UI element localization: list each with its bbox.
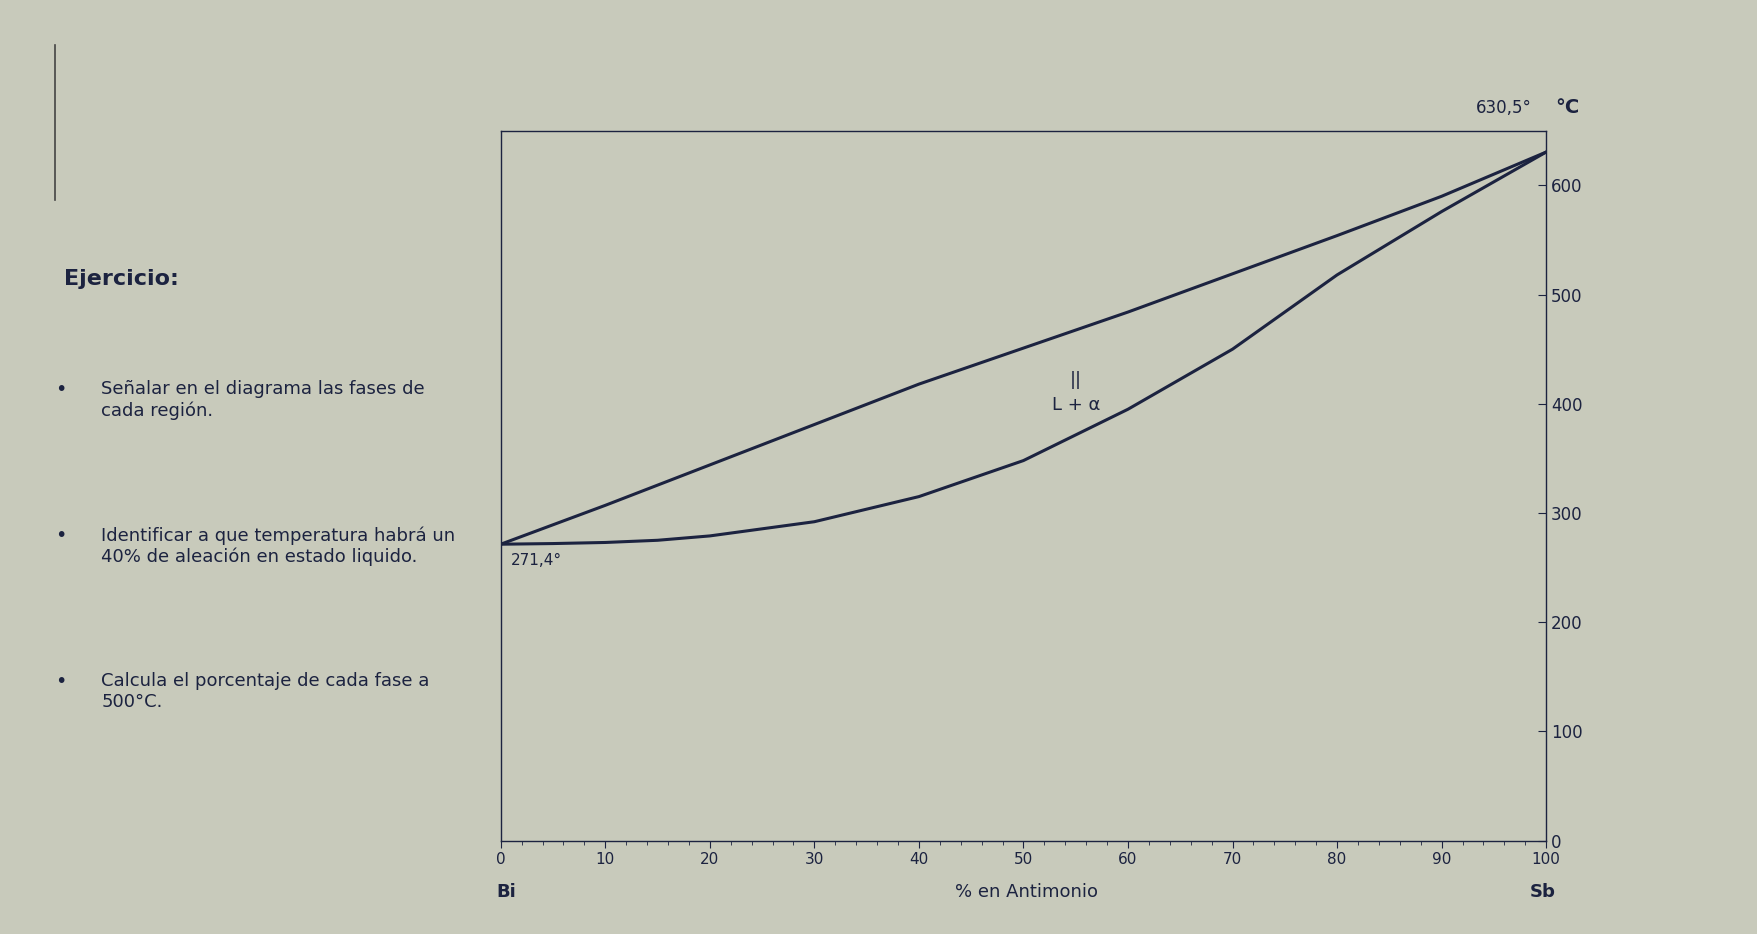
Text: Sb: Sb	[1530, 883, 1555, 900]
Text: •: •	[54, 380, 67, 400]
Text: Identificar a que temperatura habrá un
40% de aleación en estado liquido.: Identificar a que temperatura habrá un 4…	[102, 527, 455, 566]
Text: Calcula el porcentaje de cada fase a
500°C.: Calcula el porcentaje de cada fase a 500…	[102, 672, 430, 712]
Text: Señalar en el diagrama las fases de
cada región.: Señalar en el diagrama las fases de cada…	[102, 380, 425, 419]
Text: Bi: Bi	[495, 883, 517, 900]
Text: Ejercicio:: Ejercicio:	[65, 269, 179, 289]
Text: % en Antimonio: % en Antimonio	[954, 883, 1098, 900]
Text: •: •	[54, 527, 67, 545]
Text: •: •	[54, 672, 67, 691]
Text: 271,4°: 271,4°	[511, 553, 562, 568]
Text: ||
L + α: || L + α	[1051, 372, 1100, 415]
Text: 630,5°: 630,5°	[1476, 99, 1532, 117]
Text: °C: °C	[1555, 98, 1580, 117]
